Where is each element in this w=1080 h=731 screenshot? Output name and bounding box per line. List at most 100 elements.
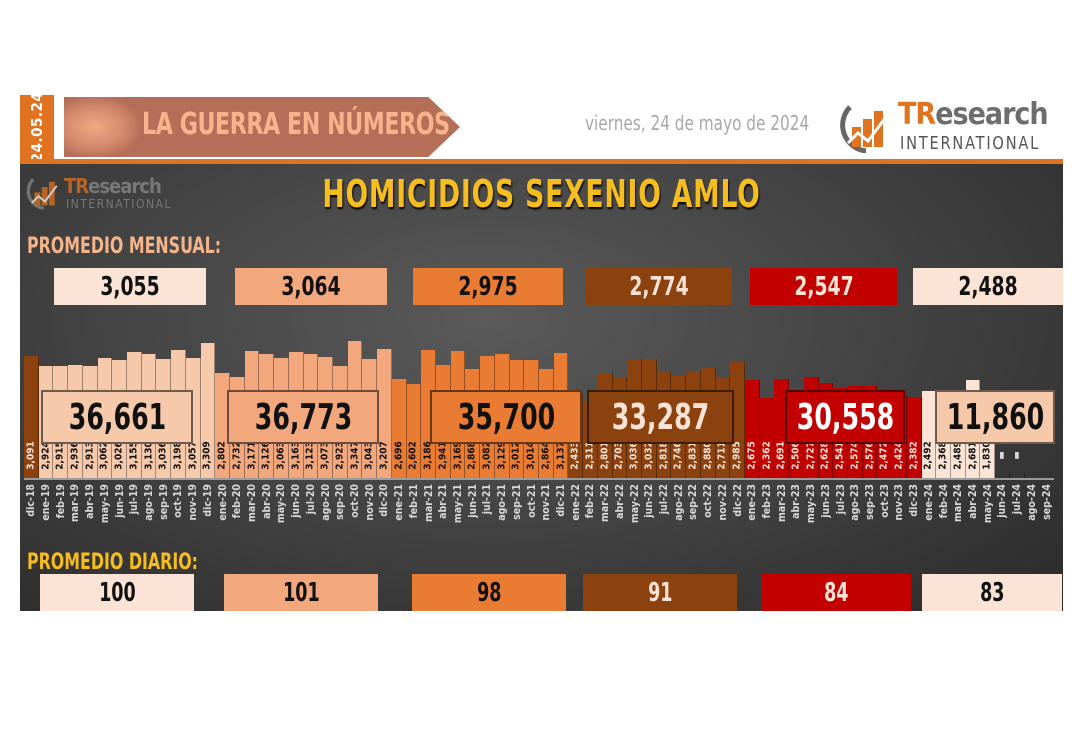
year-total-2020: 36,773 (227, 390, 379, 444)
month-label: feb-23 (761, 484, 774, 519)
month-label: may-20 (275, 484, 288, 524)
monthly-average-value: 2,547 (793, 271, 854, 302)
header-divider (20, 159, 1063, 164)
year-total-2023: 30,558 (785, 390, 905, 444)
monthly-average-2019: 3,055 (54, 268, 206, 305)
daily-average-2020: 101 (224, 574, 378, 611)
month-label: feb-24 (937, 484, 950, 519)
monthly-average-2022: 2,774 (585, 268, 732, 305)
month-label: jun-19 (113, 484, 126, 518)
month-label: dic-20 (378, 484, 391, 517)
month-label: mar-19 (69, 484, 82, 522)
month-label: dic-21 (555, 484, 568, 517)
month-label: oct-20 (349, 484, 362, 518)
bar-chart-logo-icon (840, 105, 888, 153)
tresearch-logo: TResearch INTERNATIONAL (832, 97, 1057, 157)
chart-panel: TResearch INTERNATIONAL HOMICIDIOS SEXEN… (20, 164, 1063, 611)
month-label: nov-23 (893, 484, 906, 521)
year-total-2024: 11,860 (935, 390, 1055, 444)
month-label: sep-23 (864, 484, 877, 520)
month-label: feb-20 (231, 484, 244, 519)
daily-average-2024: 83 (922, 574, 1062, 611)
month-label: nov-21 (540, 484, 553, 521)
month-label: jun-23 (819, 484, 832, 518)
daily-average-value: 100 (98, 577, 136, 608)
month-label: abr-23 (790, 484, 803, 519)
month-label: dic-23 (908, 484, 921, 517)
month-label: jul-23 (834, 484, 847, 515)
monthly-average-value: 2,774 (628, 271, 689, 302)
chart-bar: 3,091 (24, 355, 39, 478)
month-label: ago-19 (143, 484, 156, 521)
chart-bar: 2,602 (406, 384, 422, 478)
month-label: jun-20 (290, 484, 303, 518)
month-label: ene-21 (393, 484, 406, 521)
month-label: oct-23 (878, 484, 891, 518)
month-label: abr-20 (260, 484, 273, 519)
month-label: feb-19 (54, 484, 67, 519)
month-label: dic-18 (25, 484, 38, 517)
daily-average-value: 83 (979, 577, 1005, 608)
month-label: ene-20 (216, 484, 229, 521)
year-total-value: 11,860 (946, 396, 1044, 438)
chart-bar: 2,675 (745, 379, 760, 478)
daily-average-2022: 91 (583, 574, 737, 611)
month-label: ene-23 (746, 484, 759, 521)
infographic: 24.05.24 LA GUERRA EN NÚMEROS viernes, 2… (20, 92, 1063, 611)
daily-average-label: PROMEDIO DIARIO: (27, 550, 198, 575)
year-total-value: 35,700 (457, 396, 555, 438)
month-label: may-23 (805, 484, 818, 524)
month-label: sep-22 (687, 484, 700, 520)
watermark-logo: TResearch INTERNATIONAL (24, 174, 174, 214)
month-label: abr-22 (613, 484, 626, 519)
daily-average-2023: 84 (761, 574, 911, 611)
month-label: oct-21 (525, 484, 538, 518)
month-label: jun-24 (996, 484, 1009, 518)
month-label: ago-23 (849, 484, 862, 521)
month-label: jun-21 (466, 484, 479, 518)
chart-bar: 3,207 (377, 349, 392, 478)
banner-title: LA GUERRA EN NÚMEROS (142, 107, 450, 142)
month-label: sep-21 (510, 484, 523, 520)
chart-bar: 3,309 (200, 343, 216, 478)
month-label: ago-24 (1025, 484, 1038, 521)
month-label: feb-22 (584, 484, 597, 519)
month-label: nov-19 (187, 484, 200, 521)
date-tab: 24.05.24 (20, 92, 54, 162)
x-axis-line (24, 478, 1054, 480)
month-label: abr-24 (967, 484, 980, 519)
month-label: may-24 (981, 484, 994, 524)
month-label: mar-21 (422, 484, 435, 522)
month-label: sep-20 (334, 484, 347, 520)
monthly-average-value: 3,055 (100, 271, 160, 302)
year-total-value: 36,661 (68, 396, 166, 438)
daily-average-value: 98 (476, 577, 502, 608)
daily-average-value: 101 (282, 577, 320, 608)
month-label: mar-23 (775, 484, 788, 522)
month-label: mar-22 (599, 484, 612, 522)
header-date: viernes, 24 de mayo de 2024 (585, 111, 810, 135)
monthly-average-value: 2,488 (958, 271, 1018, 302)
monthly-average-2021: 2,975 (413, 268, 563, 305)
month-label: jul-20 (304, 484, 317, 515)
month-label: abr-21 (437, 484, 450, 519)
chart-title: HOMICIDIOS SEXENIO AMLO (322, 172, 761, 216)
year-total-2022: 33,287 (587, 390, 734, 444)
monthly-average-2023: 2,547 (750, 268, 897, 305)
monthly-average-2024: 2,488 (913, 268, 1063, 305)
month-label: ago-21 (496, 484, 509, 521)
month-label: may-22 (628, 484, 641, 524)
month-label: may-21 (452, 484, 465, 524)
year-total-value: 30,558 (796, 396, 894, 438)
month-label: ene-22 (569, 484, 582, 521)
month-label: dic-22 (731, 484, 744, 517)
bar-chart-logo-icon (26, 178, 58, 210)
month-label: abr-19 (84, 484, 97, 519)
x-axis-labels: dic-18 ene-19 feb-19 mar-19 abr-19 may-19 jun-… (24, 482, 1054, 542)
month-label: ago-20 (319, 484, 332, 521)
chart-bar: 3,057 (185, 357, 201, 478)
month-label: ene-19 (40, 484, 53, 521)
month-label: jun-22 (643, 484, 656, 518)
month-label: nov-20 (363, 484, 376, 521)
daily-average-2021: 98 (412, 574, 566, 611)
